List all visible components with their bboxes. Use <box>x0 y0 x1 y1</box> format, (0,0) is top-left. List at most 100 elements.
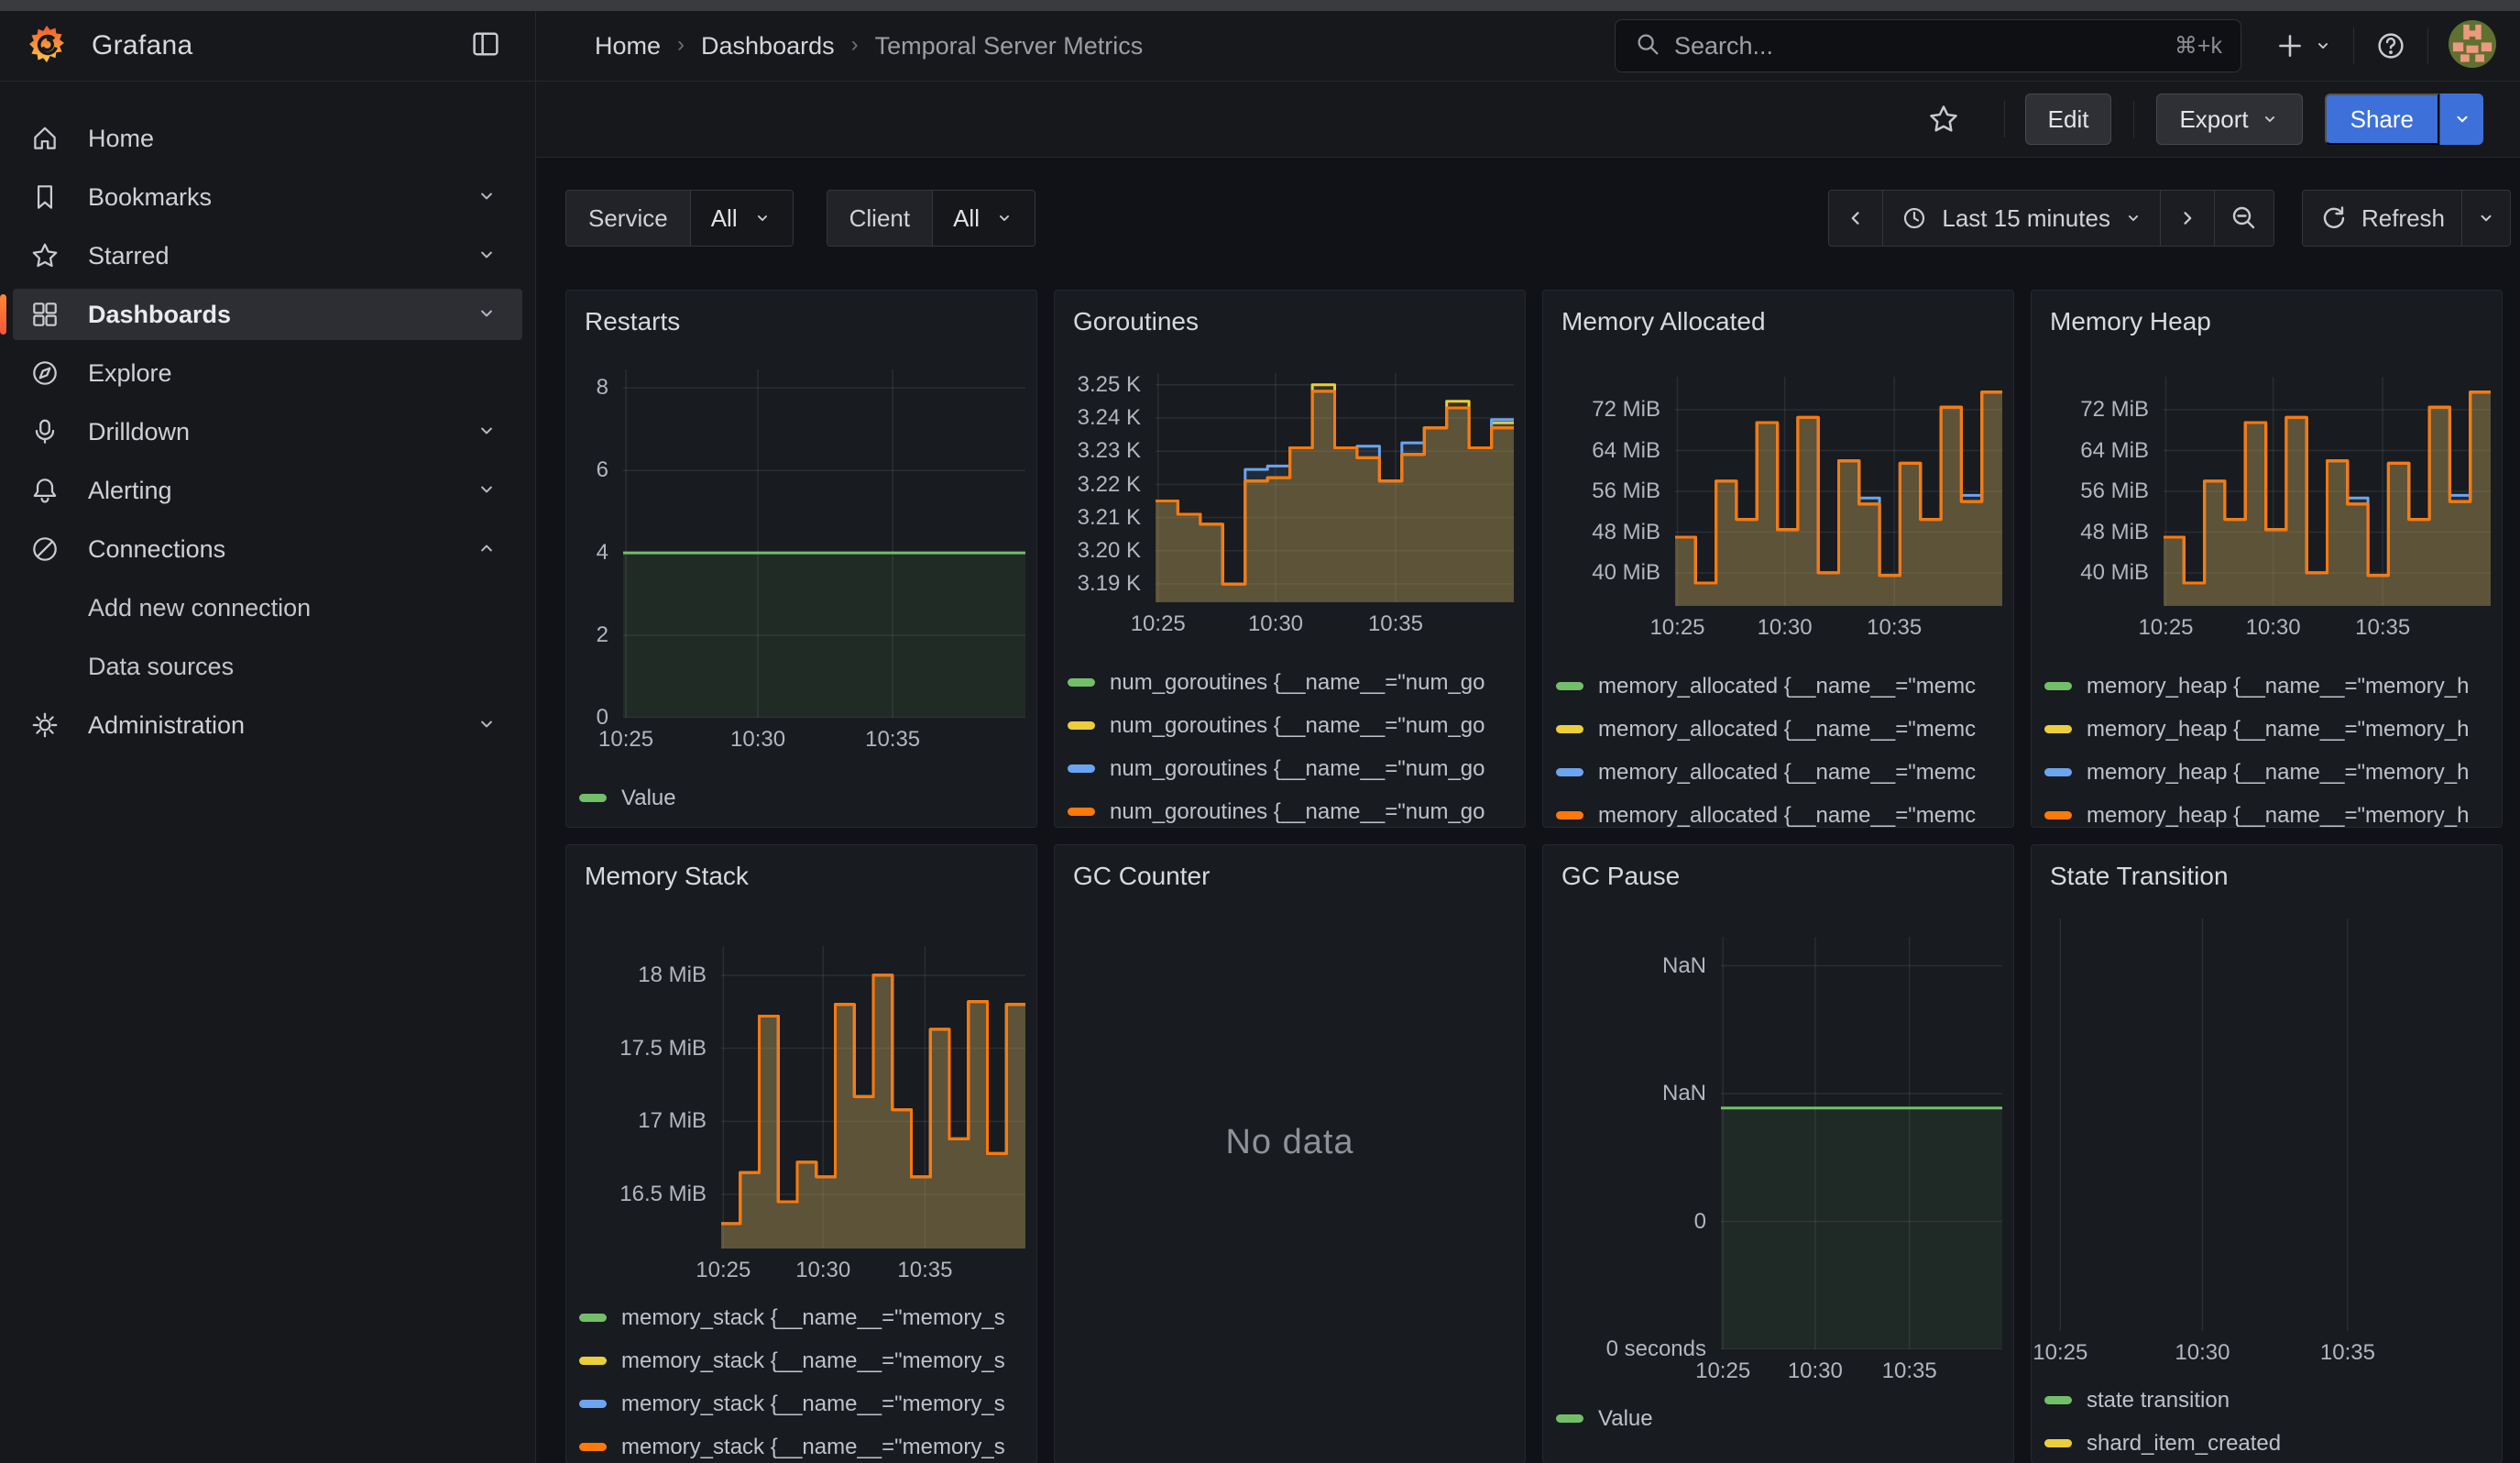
legend-item[interactable]: memory_allocated {__name__="memc <box>1556 801 2000 827</box>
export-button[interactable]: Export <box>2156 94 2303 145</box>
y-tick-label: 8 <box>596 375 608 401</box>
gear-icon <box>32 712 58 738</box>
legend-item[interactable]: memory_heap {__name__="memory_h <box>2044 801 2489 827</box>
angle-left-icon <box>1852 212 1859 225</box>
sidebar-item-home[interactable]: Home <box>13 113 522 164</box>
panel-title[interactable]: Goroutines <box>1073 307 1199 336</box>
star-dashboard-icon[interactable] <box>1927 103 1960 136</box>
legend-item[interactable]: memory_allocated {__name__="memc <box>1556 758 2000 786</box>
help-icon[interactable] <box>2374 29 2407 62</box>
x-tick-label: 10:25 <box>1130 611 1186 636</box>
x-axis: 10:25 10:30 10:35 <box>696 1248 1025 1289</box>
legend-series-label: memory_stack {__name__="memory_s <box>621 1304 1005 1330</box>
panel-title[interactable]: State Transition <box>2050 862 2229 890</box>
legend-series-label: num_goroutines {__name__="num_go <box>1110 669 1485 695</box>
plot-canvas[interactable] <box>2057 918 2491 1331</box>
legend-item[interactable]: memory_stack {__name__="memory_s <box>579 1304 1024 1332</box>
plot-canvas[interactable] <box>2164 377 2491 606</box>
panel-title[interactable]: Memory Allocated <box>1561 307 1766 336</box>
legend-series-label: memory_heap {__name__="memory_h <box>2087 673 2470 698</box>
panel-title[interactable]: GC Pause <box>1561 862 1681 890</box>
share-button[interactable]: Share <box>2324 94 2439 145</box>
plot-canvas[interactable] <box>1721 937 2002 1349</box>
chevron-down-icon[interactable] <box>475 184 499 214</box>
plot-canvas[interactable] <box>1156 373 1514 602</box>
star-icon <box>32 243 58 268</box>
legend-item[interactable]: memory_allocated {__name__="memc <box>1556 672 2000 700</box>
add-button[interactable] <box>2274 30 2333 61</box>
panel-title[interactable]: Memory Stack <box>585 862 749 890</box>
time-shift-forward-button[interactable] <box>2160 191 2215 246</box>
grafana-logo[interactable] <box>26 23 68 70</box>
sidebar-item-bookmarks[interactable]: Bookmarks <box>13 171 522 223</box>
legend-item[interactable]: num_goroutines {__name__="num_go <box>1068 668 1512 697</box>
y-tick-label: 40 MiB <box>1592 560 1660 585</box>
sidebar-item-add-new-connection[interactable]: Add new connection <box>13 582 522 633</box>
sidebar-item-connections[interactable]: Connections <box>13 523 522 575</box>
plot-canvas[interactable] <box>721 946 1025 1248</box>
filter-service-value[interactable]: All <box>690 191 793 246</box>
search-input[interactable] <box>1674 31 2175 60</box>
plot-canvas[interactable] <box>623 369 1025 718</box>
panel-title[interactable]: GC Counter <box>1073 862 1211 890</box>
chevron-down-icon <box>2317 43 2328 49</box>
chevron-up-icon[interactable] <box>475 536 499 566</box>
legend-series-label: shard_item_created <box>2087 1430 2282 1456</box>
filter-client-value[interactable]: All <box>933 191 1035 246</box>
time-range-picker[interactable]: Last 15 minutes <box>1883 191 2161 246</box>
legend-item[interactable]: memory_heap {__name__="memory_h <box>2044 672 2489 700</box>
breadcrumb-item-dashboards[interactable]: Dashboards <box>701 31 835 60</box>
sidebar-item-administration[interactable]: Administration <box>13 699 522 751</box>
x-axis: 10:25 10:30 10:35 <box>1131 602 1514 643</box>
sidebar-item-data-sources[interactable]: Data sources <box>13 641 522 692</box>
chevron-down-icon[interactable] <box>475 302 499 332</box>
legend-item[interactable]: memory_heap {__name__="memory_h <box>2044 715 2489 743</box>
legend-item[interactable]: memory_stack {__name__="memory_s <box>579 1347 1024 1375</box>
chevron-down-icon[interactable] <box>475 478 499 508</box>
panel-title[interactable]: Memory Heap <box>2050 307 2211 336</box>
legend-item[interactable]: shard_item_created <box>2044 1429 2489 1458</box>
plot-canvas[interactable] <box>1675 377 2002 606</box>
sidebar-item-starred[interactable]: Starred <box>13 230 522 281</box>
sidebar-item-drilldown[interactable]: Drilldown <box>13 406 522 457</box>
share-caret-button[interactable] <box>2439 94 2483 145</box>
sidebar-item-label: Data sources <box>88 652 235 680</box>
y-tick-label: 48 MiB <box>1592 519 1660 544</box>
legend-item[interactable]: num_goroutines {__name__="num_go <box>1068 798 1512 826</box>
legend-item[interactable]: num_goroutines {__name__="num_go <box>1068 754 1512 783</box>
legend-item[interactable]: Value <box>579 784 1024 812</box>
legend-item[interactable]: num_goroutines {__name__="num_go <box>1068 711 1512 740</box>
search-box[interactable]: ⌘+k <box>1615 19 2241 72</box>
legend-series-dash <box>1556 682 1583 690</box>
y-tick-label: 64 MiB <box>1592 437 1660 463</box>
breadcrumb-item-home[interactable]: Home <box>595 31 662 60</box>
chevron-down-icon[interactable] <box>475 243 499 273</box>
panel-title[interactable]: Restarts <box>585 307 681 336</box>
x-tick-label: 10:30 <box>2175 1340 2230 1365</box>
legend-item[interactable]: memory_stack {__name__="memory_s <box>579 1390 1024 1418</box>
plot-area <box>2044 918 2489 1331</box>
legend-item[interactable]: state transition <box>2044 1386 2489 1414</box>
chevron-down-icon[interactable] <box>475 712 499 742</box>
sidebar-toggle-icon[interactable] <box>469 28 502 65</box>
zoom-out-button[interactable] <box>2214 191 2273 246</box>
legend-item[interactable]: Value <box>1556 1404 2000 1433</box>
avatar[interactable] <box>2449 19 2496 72</box>
x-tick-label: 10:25 <box>598 727 654 752</box>
sidebar-item-dashboards[interactable]: Dashboards <box>0 289 522 340</box>
chevron-down-icon[interactable] <box>475 419 499 449</box>
time-shift-back-button[interactable] <box>1829 191 1884 246</box>
legend-item[interactable]: memory_heap {__name__="memory_h <box>2044 758 2489 786</box>
filter-service: Service All <box>565 190 794 247</box>
edit-button[interactable]: Edit <box>2024 94 2112 145</box>
sidebar-item-explore[interactable]: Explore <box>13 347 522 399</box>
grid-icon <box>29 298 62 331</box>
link-icon <box>33 537 57 561</box>
legend-series-dash <box>1068 764 1095 773</box>
legend-item[interactable]: memory_allocated {__name__="memc <box>1556 715 2000 743</box>
sidebar-nav: Home Bookmarks Starred Dashboards Explore Dri… <box>0 82 535 751</box>
refresh-button[interactable]: Refresh <box>2302 191 2462 246</box>
refresh-interval-caret[interactable] <box>2462 191 2510 246</box>
sidebar-item-alerting[interactable]: Alerting <box>13 465 522 516</box>
legend-item[interactable]: memory_stack {__name__="memory_s <box>579 1433 1024 1461</box>
